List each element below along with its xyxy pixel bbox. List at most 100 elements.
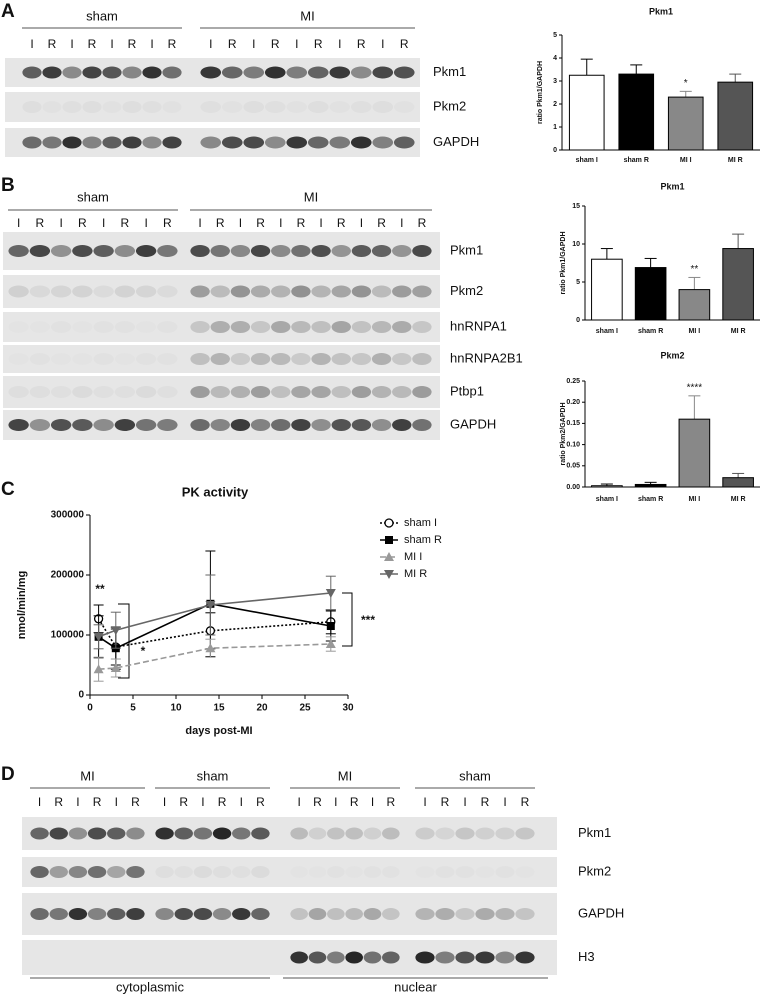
annotation: *** xyxy=(361,613,375,627)
series-line xyxy=(98,602,331,650)
band xyxy=(200,136,222,149)
band xyxy=(495,827,515,840)
band xyxy=(393,136,415,149)
blot-strip xyxy=(3,376,440,408)
band xyxy=(122,101,142,113)
lane-label: R xyxy=(216,216,225,230)
band xyxy=(72,419,93,431)
band xyxy=(142,66,162,79)
lane-label: R xyxy=(93,795,102,809)
fraction-label: nuclear xyxy=(394,979,437,994)
band xyxy=(212,866,232,878)
lane-label: I xyxy=(295,37,298,51)
x-tick-label: sham R xyxy=(638,496,663,503)
lane-label: I xyxy=(252,37,255,51)
band xyxy=(372,66,394,79)
bar xyxy=(722,248,754,321)
band xyxy=(392,353,412,365)
band xyxy=(412,419,432,431)
band xyxy=(8,386,29,398)
marker xyxy=(384,570,394,579)
band xyxy=(115,386,135,398)
band xyxy=(51,321,71,333)
band xyxy=(29,386,51,398)
band xyxy=(193,866,213,878)
lane-label: I xyxy=(30,37,33,51)
band xyxy=(327,908,345,920)
band xyxy=(251,908,270,920)
lane-label: R xyxy=(168,37,177,51)
band xyxy=(351,321,372,333)
chart-title: PK activity xyxy=(182,484,249,499)
band xyxy=(290,951,308,964)
lane-label: R xyxy=(297,216,306,230)
band xyxy=(455,908,475,920)
band xyxy=(135,245,157,257)
blot-label: GAPDH xyxy=(450,416,496,431)
band xyxy=(415,866,434,878)
band xyxy=(250,321,271,333)
band xyxy=(243,66,265,79)
band xyxy=(93,419,114,431)
lane-label: R xyxy=(36,216,45,230)
lane-label: R xyxy=(313,795,322,809)
y-tick-label: 100000 xyxy=(51,630,85,641)
band xyxy=(495,908,515,920)
band xyxy=(495,951,515,964)
band xyxy=(264,66,286,79)
band xyxy=(371,321,392,333)
band xyxy=(515,951,535,964)
band xyxy=(114,245,136,257)
band xyxy=(157,321,177,333)
band xyxy=(8,245,29,257)
band xyxy=(174,908,193,920)
band xyxy=(190,245,210,257)
x-tick-label: MI I xyxy=(689,328,701,335)
band xyxy=(392,285,412,298)
band xyxy=(157,245,178,257)
lane-label: I xyxy=(198,216,201,230)
band xyxy=(291,245,311,257)
band xyxy=(72,245,93,257)
y-tick-label: 0.05 xyxy=(566,463,580,470)
bar xyxy=(634,267,667,321)
band xyxy=(157,386,177,398)
x-tick-label: 5 xyxy=(130,703,136,714)
bar xyxy=(568,74,605,151)
blot-label: Pkm1 xyxy=(450,242,483,257)
band xyxy=(136,321,156,333)
group-label: MI xyxy=(80,768,94,783)
band xyxy=(351,419,372,431)
band xyxy=(290,908,308,920)
bar xyxy=(591,485,623,488)
band xyxy=(250,245,271,257)
blot-label: Pkm2 xyxy=(450,283,483,298)
blot-strip xyxy=(22,857,557,887)
lane-label: R xyxy=(218,795,227,809)
band xyxy=(200,66,222,79)
band xyxy=(382,908,400,920)
band xyxy=(122,66,142,79)
band xyxy=(250,353,271,365)
lane-label: I xyxy=(503,795,506,809)
marker xyxy=(205,643,216,653)
band xyxy=(327,951,345,964)
band xyxy=(351,353,372,365)
lane-label: R xyxy=(121,216,130,230)
band xyxy=(311,245,331,257)
lane-label: R xyxy=(163,216,172,230)
band xyxy=(392,321,412,333)
lane-label: I xyxy=(150,37,153,51)
band xyxy=(412,285,432,298)
band xyxy=(415,827,435,840)
band xyxy=(190,419,210,431)
blot-strip xyxy=(3,275,440,308)
band xyxy=(30,866,49,878)
band xyxy=(193,908,213,920)
band xyxy=(264,136,286,149)
group-label: sham xyxy=(77,189,109,204)
band xyxy=(475,866,494,878)
marker xyxy=(325,639,336,648)
band xyxy=(327,827,345,840)
band xyxy=(72,353,92,365)
